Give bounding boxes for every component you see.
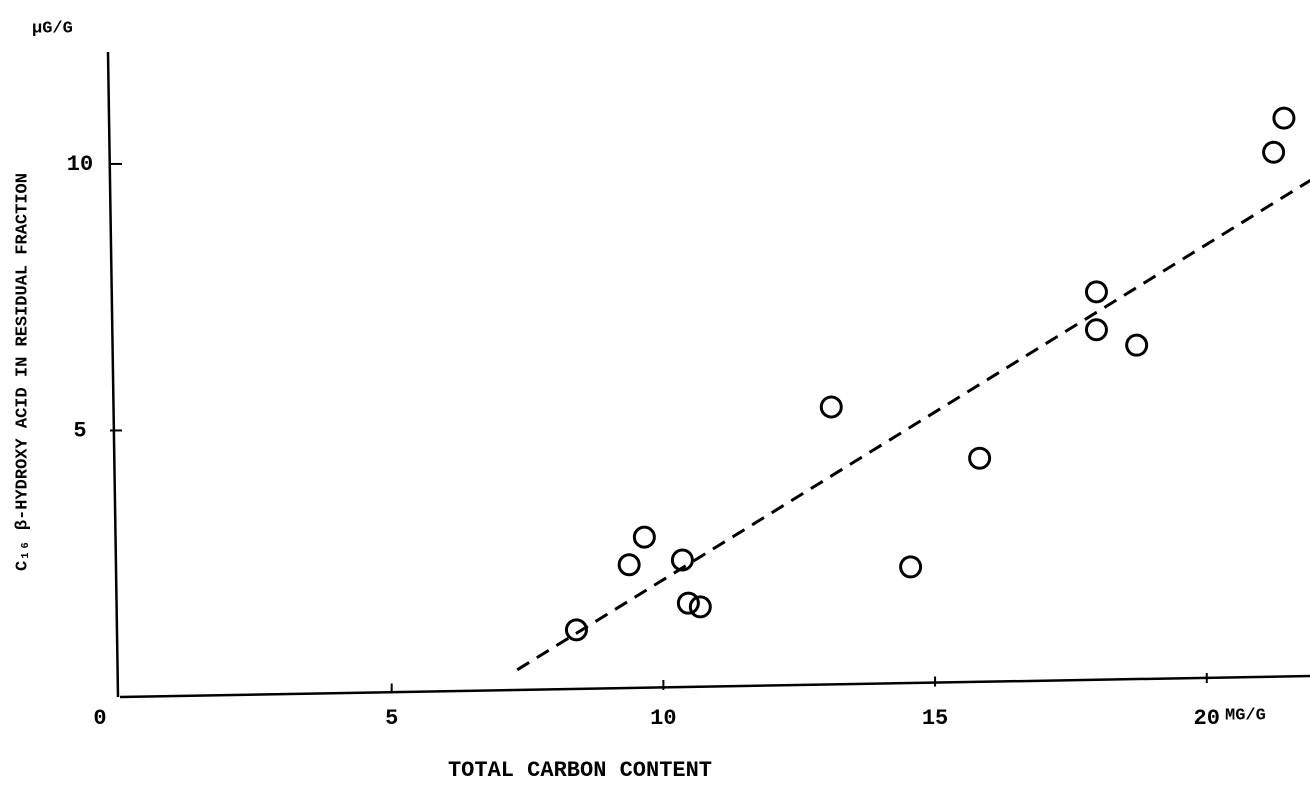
x-tick-label: 0 xyxy=(93,706,106,731)
y-tick-label: 5 xyxy=(73,418,86,443)
point xyxy=(1084,318,1108,342)
y-unit: μG/G xyxy=(32,19,73,38)
point xyxy=(1084,280,1108,304)
x-axis xyxy=(119,674,1310,699)
point xyxy=(819,395,843,419)
point xyxy=(688,595,712,619)
point xyxy=(1272,106,1296,130)
y-axis-label: C₁₆ β-HYDROXY ACID IN RESIDUAL FRACTION xyxy=(13,173,32,571)
point xyxy=(676,591,700,615)
point xyxy=(1262,140,1286,164)
y-tick-label: 10 xyxy=(67,152,93,177)
point xyxy=(1125,333,1149,357)
point xyxy=(670,548,694,572)
x-tick-label: 10 xyxy=(650,706,676,731)
x-unit: MG/G xyxy=(1225,706,1266,725)
x-tick-label: 5 xyxy=(385,706,398,731)
point xyxy=(899,555,923,579)
trend-line xyxy=(516,178,1310,672)
point xyxy=(564,618,588,642)
point xyxy=(968,446,992,470)
y-axis xyxy=(106,51,120,698)
point xyxy=(632,525,656,549)
point xyxy=(617,553,641,577)
x-tick-label: 15 xyxy=(922,706,948,731)
x-tick-label: 20 xyxy=(1194,706,1220,731)
x-axis-label: TOTAL CARBON CONTENT xyxy=(448,758,712,783)
